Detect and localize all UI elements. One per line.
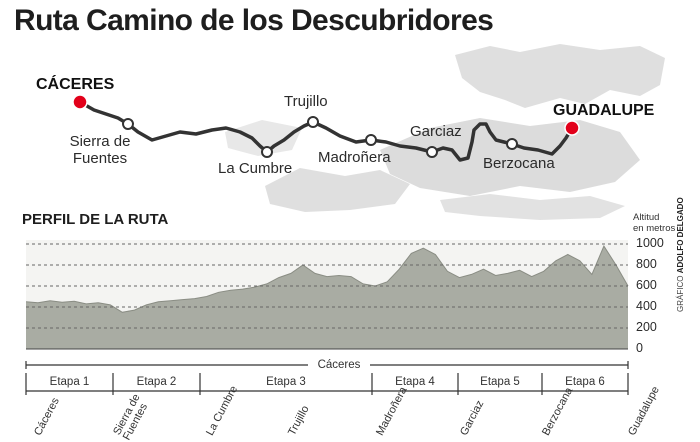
- berzocana-label: Berzocana: [483, 155, 555, 172]
- sierra-de-fuentes-marker: [122, 118, 134, 130]
- guadalupe-marker: [564, 120, 580, 136]
- route-map: [72, 44, 665, 220]
- bottom-la-cumbre: La Cumbre: [204, 383, 241, 438]
- bottom-madronera: Madroñera: [374, 385, 410, 438]
- y-tick-600: 600: [636, 278, 657, 292]
- caceres-label: CÁCERES: [36, 76, 115, 93]
- bottom-caceres: Cáceres: [32, 395, 62, 438]
- graphic-credit: GRÁFICO ADOLFO DELGADO: [676, 197, 685, 312]
- trujillo-marker: [307, 116, 319, 128]
- la-cumbre-marker: [261, 146, 273, 158]
- elevation-line: [25, 245, 629, 313]
- sierra-de-fuentes-line1: Sierra de: [69, 133, 131, 150]
- garciaz-marker: [426, 146, 438, 158]
- la-cumbre-label: La Cumbre: [218, 160, 293, 177]
- etapa-5-label: Etapa 5: [480, 376, 520, 388]
- y-tick-800: 800: [636, 257, 657, 271]
- route-infographic: Ruta Camino de los Descubridores CÁCERES…: [14, 4, 685, 442]
- region-label: Cáceres: [317, 359, 361, 371]
- y-tick-200: 200: [636, 320, 657, 334]
- sierra-de-fuentes-line2: Fuentes: [72, 150, 128, 167]
- elevation-area: [26, 246, 628, 349]
- chart-background: [26, 240, 628, 349]
- etapa-4-label: Etapa 4: [395, 376, 435, 388]
- credit-name: ADOLFO DELGADO: [676, 197, 685, 274]
- sierra-de-fuentes-label: Sierra de Fuentes: [62, 133, 138, 167]
- profile-title: PERFIL DE LA RUTA: [22, 211, 169, 228]
- relief-area: [265, 168, 410, 212]
- relief-terrain: [225, 44, 665, 220]
- y-tick-400: 400: [636, 299, 657, 313]
- etapa-1-label: Etapa 1: [49, 376, 90, 388]
- relief-area: [440, 194, 625, 220]
- bottom-guadalupe: Guadalupe: [626, 384, 662, 438]
- garciaz-label: Garciaz: [410, 123, 462, 140]
- relief-area: [455, 44, 665, 108]
- altitude-label-line2: en metros: [633, 223, 676, 234]
- y-tick-1000: 1000: [636, 236, 664, 250]
- altitude-axis-label: Altitud en metros: [633, 212, 675, 234]
- etapa-2-label: Etapa 2: [136, 376, 177, 388]
- guadalupe-label: GUADALUPE: [553, 102, 655, 119]
- madronera-marker: [365, 134, 377, 146]
- route-line: [78, 100, 574, 162]
- altitude-label-line1: Altitud: [633, 212, 660, 223]
- etapa-6-label: Etapa 6: [565, 376, 605, 388]
- page-title: Ruta Camino de los Descubridores: [14, 4, 494, 37]
- y-tick-0: 0: [636, 341, 643, 355]
- madronera-label: Madroñera: [318, 149, 391, 166]
- relief-area: [225, 120, 302, 156]
- berzocana-marker: [506, 138, 518, 150]
- relief-area: [380, 118, 640, 196]
- bottom-trujillo: Trujillo: [286, 403, 312, 438]
- credit-prefix: GRÁFICO: [676, 275, 685, 312]
- bottom-sierra-de-fuentes: Sierra de Fuentes: [111, 392, 152, 442]
- caceres-marker: [72, 94, 88, 110]
- trujillo-label: Trujillo: [284, 93, 328, 110]
- bottom-berzocana: Berzocana: [540, 385, 576, 438]
- etapa-3-label: Etapa 3: [266, 376, 306, 388]
